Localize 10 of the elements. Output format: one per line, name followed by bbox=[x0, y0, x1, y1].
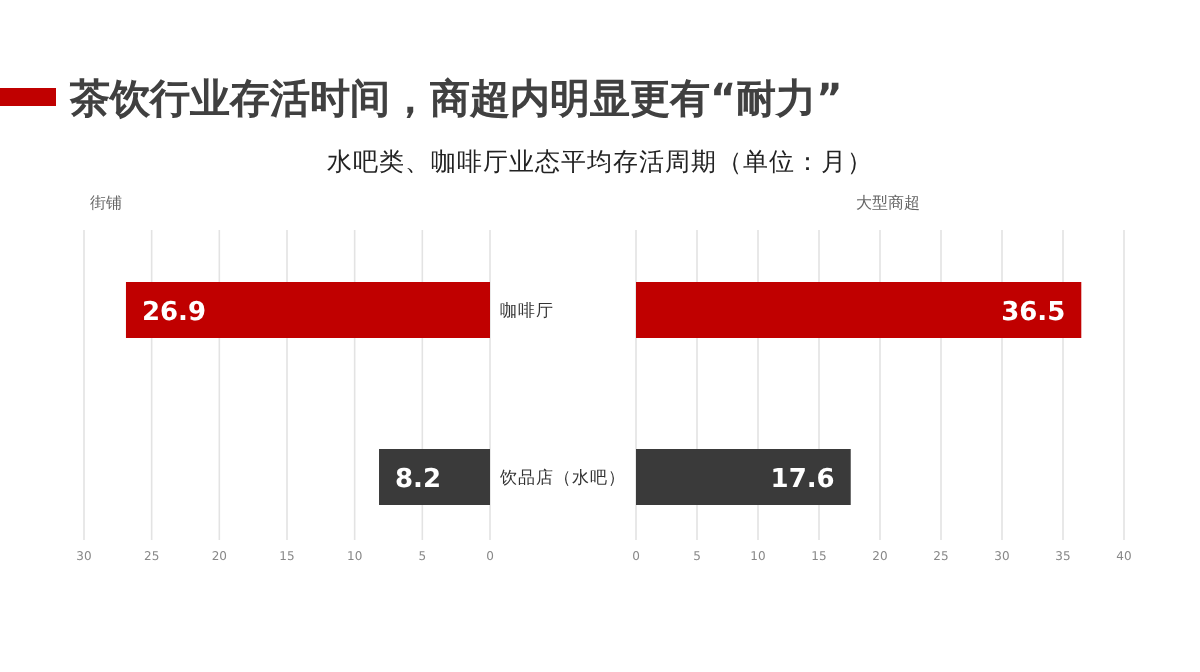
chart-title: 街铺 bbox=[90, 194, 122, 212]
text: 水吧类、咖啡厅业态平均存活周期（单位：月） bbox=[327, 146, 873, 176]
chart-title: 大型商超 bbox=[856, 194, 920, 212]
data-label: 8.2 bbox=[395, 465, 442, 495]
text: 茶饮行业存活时间，商超内明显更有“耐力” bbox=[68, 74, 843, 122]
y-tick-label: 咖啡厅 bbox=[500, 300, 554, 322]
data-label: 26.9 bbox=[141, 298, 207, 328]
data-label: 17.6 bbox=[770, 465, 835, 495]
y-tick-label: 饮品店（水吧） bbox=[498, 467, 626, 489]
data-label: 36.5 bbox=[1001, 298, 1066, 328]
